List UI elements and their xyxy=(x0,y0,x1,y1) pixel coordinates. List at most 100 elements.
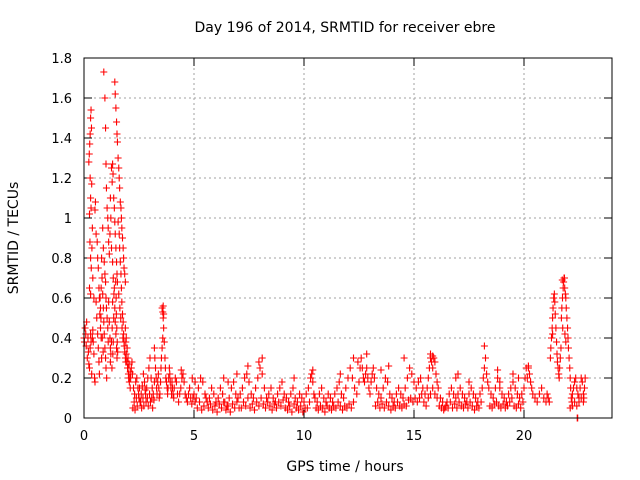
data-point xyxy=(549,330,557,338)
data-point xyxy=(315,390,323,398)
data-point xyxy=(224,378,232,386)
data-point xyxy=(117,270,125,278)
data-point xyxy=(102,364,110,372)
data-point xyxy=(109,160,117,168)
data-point xyxy=(519,398,527,406)
data-point xyxy=(100,68,108,76)
data-point xyxy=(479,374,487,382)
data-point xyxy=(112,104,120,112)
data-point xyxy=(152,374,160,382)
data-point xyxy=(332,404,340,412)
data-point xyxy=(255,358,263,366)
data-point xyxy=(458,390,466,398)
data-point xyxy=(225,394,233,402)
data-point xyxy=(533,398,541,406)
data-point xyxy=(191,378,199,386)
data-point xyxy=(456,384,464,392)
data-point xyxy=(368,370,376,378)
data-point xyxy=(132,394,140,402)
x-tick-labels: 0 5 10 15 20 xyxy=(80,429,532,444)
data-point xyxy=(367,378,375,386)
data-point xyxy=(91,206,99,214)
data-point xyxy=(274,390,282,398)
data-point xyxy=(480,364,488,372)
data-point xyxy=(109,170,117,178)
data-point xyxy=(429,384,437,392)
data-point xyxy=(333,384,341,392)
data-point xyxy=(431,358,439,366)
data-point xyxy=(403,374,411,382)
data-point xyxy=(102,294,110,302)
data-point xyxy=(192,394,200,402)
data-point xyxy=(133,374,141,382)
data-point xyxy=(100,258,108,266)
data-point xyxy=(175,398,183,406)
data-point xyxy=(347,404,355,412)
data-point xyxy=(97,324,104,332)
data-point xyxy=(117,214,125,222)
data-point xyxy=(112,278,120,286)
data-point xyxy=(547,344,555,352)
data-point xyxy=(156,390,164,398)
data-point xyxy=(365,384,373,392)
data-point xyxy=(431,390,439,398)
data-point xyxy=(125,378,133,386)
data-point xyxy=(81,324,89,332)
data-point xyxy=(194,384,202,392)
data-point xyxy=(517,404,525,412)
data-point xyxy=(119,234,126,242)
data-point xyxy=(111,90,119,98)
data-point xyxy=(564,344,572,352)
data-point xyxy=(267,384,275,392)
data-point xyxy=(85,150,93,158)
y-tick-label: 0 xyxy=(64,412,72,427)
data-point xyxy=(101,94,109,102)
data-point xyxy=(291,394,299,402)
data-point xyxy=(118,298,126,306)
data-point xyxy=(452,374,460,382)
data-point xyxy=(190,390,198,398)
data-point xyxy=(87,106,95,114)
data-point xyxy=(244,394,252,402)
data-point xyxy=(361,378,368,386)
data-point xyxy=(334,398,342,406)
data-point xyxy=(348,374,356,382)
data-point xyxy=(213,408,221,416)
data-point xyxy=(374,398,382,406)
data-point xyxy=(264,398,272,406)
data-point xyxy=(562,294,570,302)
data-point xyxy=(90,294,98,302)
y-axis-label: SRMTID / TECUs xyxy=(6,182,22,295)
data-point xyxy=(86,344,94,352)
data-point xyxy=(549,314,557,322)
data-point xyxy=(146,398,154,406)
x-tick-label: 5 xyxy=(190,429,198,444)
data-point xyxy=(433,394,441,402)
data-point xyxy=(99,290,107,298)
data-point xyxy=(295,406,302,414)
data-point xyxy=(567,394,575,402)
data-point xyxy=(253,398,261,406)
data-point xyxy=(180,378,188,386)
data-point xyxy=(363,364,371,372)
x-tick-label: 15 xyxy=(406,429,423,444)
data-point xyxy=(320,394,328,402)
data-point xyxy=(319,404,327,412)
data-point xyxy=(335,378,343,386)
data-point xyxy=(260,384,268,392)
data-point xyxy=(87,330,95,338)
data-point xyxy=(505,390,513,398)
data-point xyxy=(218,404,225,412)
data-point xyxy=(313,398,321,406)
data-point xyxy=(89,326,97,334)
x-axis-label: GPS time / hours xyxy=(286,459,403,475)
data-point xyxy=(546,354,554,362)
data-point xyxy=(340,394,348,402)
data-point xyxy=(109,274,117,282)
data-point xyxy=(369,364,377,372)
data-point xyxy=(266,402,274,410)
data-point xyxy=(87,194,95,202)
data-point xyxy=(109,350,117,358)
data-point xyxy=(478,384,486,392)
data-point xyxy=(85,158,93,166)
